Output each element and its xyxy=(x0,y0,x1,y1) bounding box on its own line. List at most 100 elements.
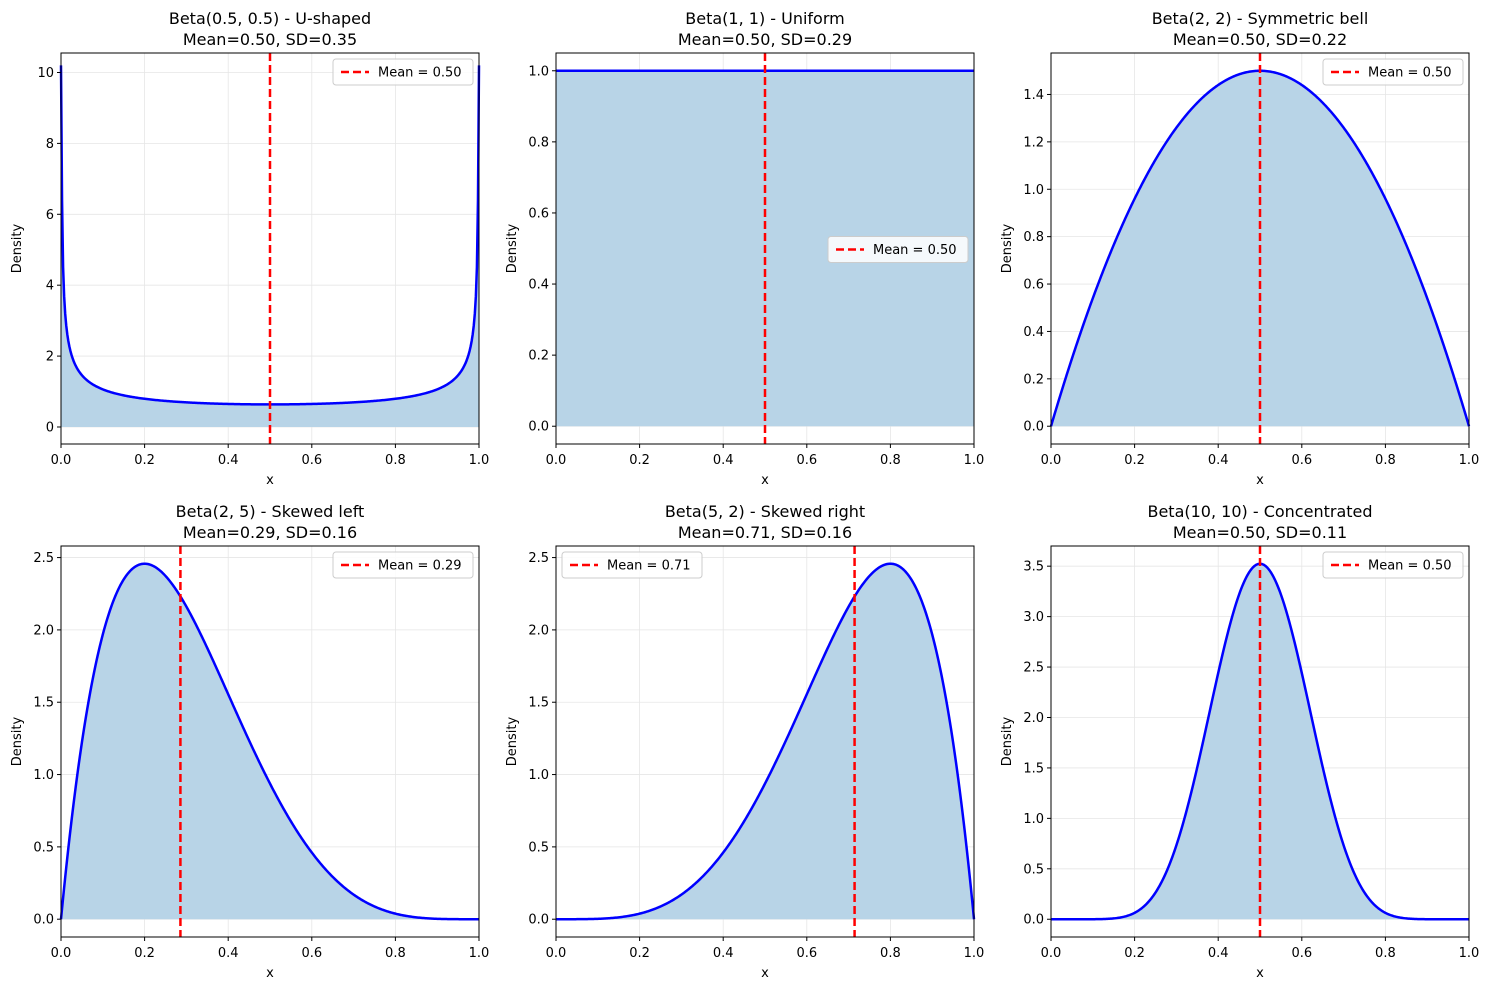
x-tick-label: 0.4 xyxy=(713,946,734,961)
legend-label: Mean = 0.50 xyxy=(873,243,957,258)
x-tick-label: 0.0 xyxy=(1041,453,1062,468)
density-fill-area xyxy=(61,65,479,427)
y-tick-label: 2.0 xyxy=(528,623,549,638)
legend: Mean = 0.50 xyxy=(1322,551,1464,579)
y-tick-label: 1.5 xyxy=(528,696,549,711)
x-tick-label: 1.0 xyxy=(469,453,490,468)
chart-subtitle: Mean=0.71, SD=0.16 xyxy=(678,523,852,542)
y-tick-label: 1.2 xyxy=(1023,135,1044,150)
x-tick-label: 0.0 xyxy=(546,946,567,961)
x-tick-label: 0.8 xyxy=(880,946,901,961)
y-tick-label: 1.0 xyxy=(528,64,549,79)
legend: Mean = 0.71 xyxy=(561,551,703,579)
x-tick-label: 0.4 xyxy=(1208,453,1229,468)
axes-frame xyxy=(60,545,480,938)
y-tick-label: 0.5 xyxy=(33,840,54,855)
y-tick-label: 0.0 xyxy=(528,420,549,435)
y-axis-label: Density xyxy=(505,716,520,766)
x-tick-label: 0.8 xyxy=(1375,453,1396,468)
legend: Mean = 0.29 xyxy=(332,551,474,579)
x-tick-label: 0.6 xyxy=(796,946,817,961)
x-tick-label: 1.0 xyxy=(1459,453,1480,468)
y-axis-label: Density xyxy=(505,223,520,273)
chart-subtitle: Mean=0.29, SD=0.16 xyxy=(183,523,357,542)
y-tick-label: 6 xyxy=(46,208,54,223)
legend-box xyxy=(332,58,474,86)
subplot-beta-skewed-left: 0.0 0.2 0.4 0.6 0.8 1.0 0.0 0.5 1.0 1.5 2.0 2.5 x Den… xyxy=(10,502,489,981)
y-tick-label: 1.5 xyxy=(33,696,54,711)
legend-box xyxy=(561,551,703,579)
legend-label: Mean = 0.29 xyxy=(378,559,462,574)
x-tick-label: 0.0 xyxy=(546,453,567,468)
y-tick-label: 0.0 xyxy=(1023,420,1044,435)
x-tick-label: 0.4 xyxy=(713,453,734,468)
legend-label: Mean = 0.71 xyxy=(607,559,691,574)
y-tick-label: 2 xyxy=(46,350,54,365)
chart-title: Beta(10, 10) - Concentrated xyxy=(1147,502,1372,521)
chart-title: Beta(2, 5) - Skewed left xyxy=(176,502,365,521)
y-tick-label: 10 xyxy=(37,66,54,81)
subplot-beta-u-shaped: 0.0 0.2 0.4 0.6 0.8 1.0 0 2 4 6 8 10 x Density Beta(0.… xyxy=(10,9,489,488)
y-tick-label: 0.8 xyxy=(528,135,549,150)
density-fill-area xyxy=(556,563,974,920)
y-tick-label: 0.2 xyxy=(528,349,549,364)
axes-frame xyxy=(555,545,975,938)
y-tick-label: 0.0 xyxy=(1023,913,1044,928)
legend: Mean = 0.50 xyxy=(1322,58,1464,86)
x-axis-label: x xyxy=(1256,473,1264,488)
y-tick-label: 3.0 xyxy=(1023,610,1044,625)
legend-box xyxy=(827,236,969,263)
x-tick-label: 0.8 xyxy=(385,946,406,961)
y-tick-label: 0.0 xyxy=(528,913,549,928)
density-fill-area xyxy=(61,563,479,920)
axes-frame xyxy=(1050,52,1470,445)
x-tick-label: 0.2 xyxy=(1124,453,1145,468)
x-tick-label: 0.8 xyxy=(385,453,406,468)
x-tick-label: 1.0 xyxy=(1459,946,1480,961)
y-tick-label: 1.4 xyxy=(1023,88,1044,103)
x-tick-label: 0.6 xyxy=(1291,946,1312,961)
chart-subtitle: Mean=0.50, SD=0.35 xyxy=(183,30,357,49)
legend-box xyxy=(332,551,474,579)
legend: Mean = 0.50 xyxy=(827,236,969,263)
y-tick-label: 3.5 xyxy=(1023,560,1044,575)
y-tick-label: 0.6 xyxy=(1023,278,1044,293)
y-tick-label: 1.0 xyxy=(33,768,54,783)
x-tick-label: 0.0 xyxy=(1041,946,1062,961)
x-tick-label: 0.0 xyxy=(51,946,72,961)
x-tick-label: 1.0 xyxy=(964,946,985,961)
x-axis-label: x xyxy=(761,966,769,981)
x-axis-label: x xyxy=(266,473,274,488)
x-tick-label: 0.6 xyxy=(796,453,817,468)
legend-label: Mean = 0.50 xyxy=(378,66,462,81)
chart-subtitle: Mean=0.50, SD=0.11 xyxy=(1173,523,1347,542)
legend: Mean = 0.50 xyxy=(332,58,474,86)
x-tick-label: 0.6 xyxy=(301,453,322,468)
y-axis-label: Density xyxy=(1000,223,1015,273)
y-tick-label: 1.5 xyxy=(1023,761,1044,776)
axes-frame xyxy=(1050,545,1470,938)
x-tick-label: 0.2 xyxy=(629,946,650,961)
subplot-beta-skewed-right: 0.0 0.2 0.4 0.6 0.8 1.0 0.0 0.5 1.0 1.5 2.0 2.5 x Den… xyxy=(505,502,984,981)
legend-box xyxy=(1322,58,1464,86)
x-tick-label: 0.2 xyxy=(134,453,155,468)
y-tick-label: 2.0 xyxy=(1023,711,1044,726)
y-axis-label: Density xyxy=(10,716,25,766)
legend-label: Mean = 0.50 xyxy=(1368,559,1452,574)
x-tick-label: 0.6 xyxy=(1291,453,1312,468)
y-tick-label: 1.0 xyxy=(1023,183,1044,198)
y-tick-label: 0.5 xyxy=(1023,862,1044,877)
legend-label: Mean = 0.50 xyxy=(1368,66,1452,81)
y-tick-label: 0.8 xyxy=(1023,230,1044,245)
chart-title: Beta(5, 2) - Skewed right xyxy=(665,502,865,521)
x-axis-label: x xyxy=(1256,966,1264,981)
density-curve xyxy=(59,562,480,921)
density-curve xyxy=(555,562,976,921)
chart-title: Beta(0.5, 0.5) - U-shaped xyxy=(169,9,371,28)
x-tick-label: 1.0 xyxy=(964,453,985,468)
y-tick-label: 2.5 xyxy=(528,551,549,566)
subplot-beta-concentrated: 0.0 0.2 0.4 0.6 0.8 1.0 0.0 0.5 1.0 1.5 2.0 2.5 3.0 3… xyxy=(1000,502,1479,981)
x-tick-label: 0.4 xyxy=(218,946,239,961)
y-tick-label: 4 xyxy=(46,279,54,294)
